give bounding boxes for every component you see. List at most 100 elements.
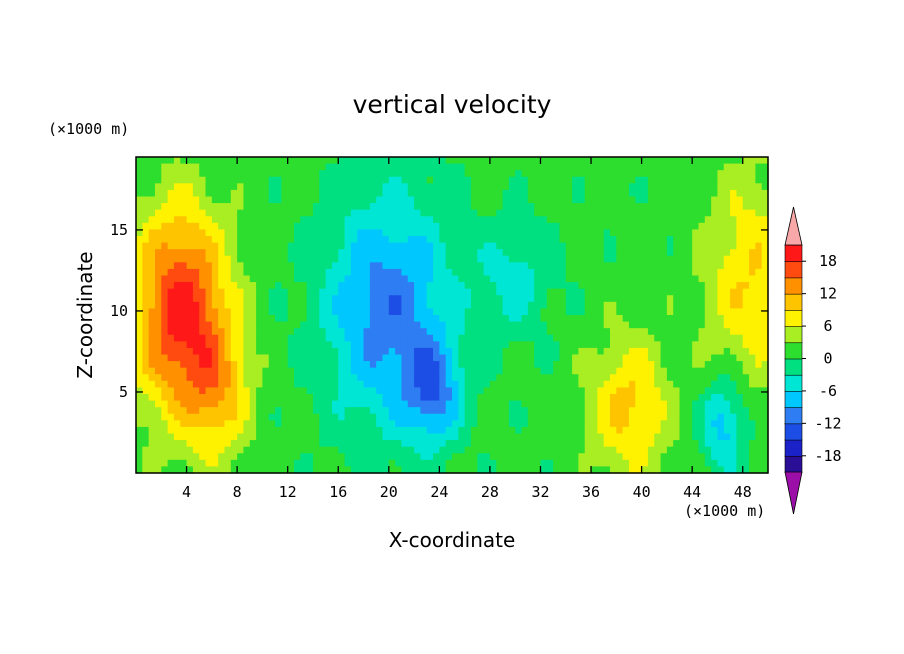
heatmap-cell: [641, 157, 649, 165]
heatmap-cell: [521, 328, 529, 336]
heatmap-cell: [654, 288, 662, 296]
heatmap-cell: [439, 315, 447, 323]
heatmap-cell: [350, 400, 358, 408]
heatmap-cell: [186, 374, 194, 382]
heatmap-cell: [331, 295, 339, 303]
heatmap-cell: [508, 466, 516, 474]
heatmap-cell: [426, 367, 434, 375]
heatmap-cell: [591, 183, 598, 191]
heatmap-cell: [502, 459, 510, 468]
heatmap-cell: [464, 216, 472, 224]
heatmap-cell: [142, 157, 150, 165]
heatmap-cell: [622, 413, 630, 421]
heatmap-cell: [154, 374, 162, 382]
heatmap-cell: [761, 407, 769, 415]
heatmap-cell: [268, 334, 276, 342]
heatmap-cell: [452, 446, 459, 454]
heatmap-cell: [275, 301, 282, 310]
heatmap-cell: [338, 453, 346, 461]
heatmap-cell: [622, 295, 630, 303]
heatmap-cell: [508, 433, 516, 441]
heatmap-cell: [287, 157, 295, 165]
heatmap-cell: [483, 189, 491, 198]
heatmap-cell: [407, 229, 415, 237]
heatmap-cell: [142, 347, 150, 356]
heatmap-cell: [439, 446, 447, 454]
heatmap-cell: [180, 229, 188, 237]
heatmap-cell: [180, 183, 188, 191]
heatmap-cell: [401, 157, 409, 165]
heatmap-cell: [350, 321, 358, 329]
heatmap-cell: [749, 328, 756, 336]
heatmap-cell: [420, 420, 428, 428]
heatmap-cell: [180, 433, 188, 441]
heatmap-cell: [439, 282, 447, 290]
heatmap-cell: [401, 229, 409, 237]
heatmap-cell: [180, 466, 188, 474]
heatmap-cell: [154, 446, 162, 454]
heatmap-cell: [230, 255, 238, 263]
heatmap-cell: [167, 426, 175, 435]
heatmap-cell: [711, 420, 719, 428]
heatmap-cell: [641, 275, 649, 283]
heatmap-cell: [262, 236, 270, 244]
heatmap-cell: [489, 426, 497, 435]
heatmap-cell: [363, 203, 371, 211]
colorbar-band: [784, 260, 803, 279]
heatmap-cell: [161, 446, 169, 454]
heatmap-cell: [243, 301, 251, 310]
heatmap-cell: [192, 229, 200, 237]
heatmap-cell: [350, 295, 358, 303]
heatmap-cell: [711, 275, 719, 283]
heatmap-cell: [205, 400, 213, 408]
heatmap-cell: [161, 374, 169, 382]
heatmap-cell: [515, 295, 523, 303]
heatmap-cell: [489, 361, 497, 369]
heatmap-cell: [142, 229, 150, 237]
heatmap-cell: [603, 262, 611, 270]
heatmap-cell: [154, 440, 162, 448]
heatmap-cell: [401, 255, 409, 263]
heatmap-cell: [704, 176, 712, 184]
heatmap-cell: [496, 275, 504, 283]
heatmap-cell: [666, 242, 674, 250]
heatmap-cell: [294, 282, 301, 290]
heatmap-cell: [616, 216, 624, 224]
heatmap-cell: [483, 433, 491, 441]
heatmap-cell: [666, 288, 674, 296]
heatmap-cell: [685, 157, 693, 165]
heatmap-cell: [224, 216, 232, 224]
heatmap-cell: [496, 268, 504, 277]
heatmap-cell: [635, 446, 643, 454]
heatmap-cell: [489, 183, 497, 191]
heatmap-cell: [717, 229, 725, 237]
heatmap-cell: [464, 334, 472, 342]
heatmap-cell: [610, 361, 617, 369]
heatmap-cell: [445, 466, 453, 474]
heatmap-cell: [622, 236, 630, 244]
heatmap-cell: [407, 249, 415, 257]
heatmap-cell: [559, 157, 567, 165]
heatmap-cell: [445, 236, 453, 244]
heatmap-cell: [363, 255, 371, 263]
heatmap-cell: [628, 426, 636, 435]
heatmap-cell: [344, 459, 352, 468]
heatmap-cell: [742, 301, 750, 310]
heatmap-cell: [654, 400, 662, 408]
heatmap-cell: [755, 255, 763, 263]
heatmap-cell: [679, 420, 687, 428]
heatmap-cell: [717, 466, 725, 474]
heatmap-cell: [445, 341, 453, 349]
heatmap-cell: [205, 446, 213, 454]
heatmap-cell: [420, 347, 428, 356]
heatmap-cell: [553, 170, 561, 178]
heatmap-cell: [306, 288, 314, 296]
heatmap-cell: [161, 315, 169, 323]
heatmap-cell: [433, 229, 440, 237]
heatmap-cell: [742, 268, 750, 277]
heatmap-cell: [540, 347, 548, 356]
heatmap-cell: [275, 176, 282, 184]
heatmap-cell: [673, 170, 681, 178]
heatmap-cell: [211, 236, 219, 244]
heatmap-cell: [692, 407, 700, 415]
